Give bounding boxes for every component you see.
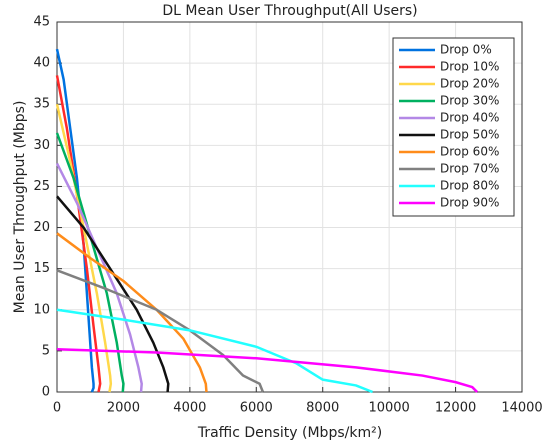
series-line — [56, 232, 208, 393]
series-line — [55, 75, 102, 393]
x-tick-label: 4000 — [173, 401, 206, 416]
series-line — [56, 308, 373, 394]
y-tick-label: 20 — [33, 220, 50, 235]
y-tick-label: 5 — [42, 343, 50, 358]
y-tick-label: 10 — [33, 302, 50, 317]
y-tick-label: 45 — [33, 15, 50, 30]
y-tick-label: 35 — [33, 97, 50, 112]
legend-label: Drop 60% — [440, 145, 499, 159]
legend-label: Drop 10% — [440, 60, 499, 74]
y-tick-label: 0 — [42, 385, 50, 400]
legend-label: Drop 40% — [440, 111, 499, 125]
series-line — [56, 195, 170, 393]
x-tick-label: 6000 — [240, 401, 273, 416]
x-tick-label: 14000 — [501, 401, 542, 416]
legend-label: Drop 20% — [440, 77, 499, 91]
x-tick-label: 0 — [53, 401, 61, 416]
legend: Drop 0% Drop 10% Drop 20% Drop 30% Drop 40% D… — [392, 37, 515, 217]
series-line — [55, 162, 143, 393]
legend-label: Drop 70% — [440, 162, 499, 176]
series-line — [56, 347, 479, 393]
x-tick-label: 12000 — [435, 401, 476, 416]
legend-label: Drop 30% — [440, 94, 499, 108]
y-tick-label: 15 — [33, 261, 50, 276]
x-tick-label: 2000 — [107, 401, 140, 416]
x-tick-label: 10000 — [368, 401, 409, 416]
plot-frame — [56, 21, 523, 393]
series-line — [56, 269, 265, 393]
legend-label: Drop 50% — [440, 128, 499, 142]
y-tick-label: 30 — [33, 138, 50, 153]
legend-label: Drop 90% — [440, 196, 499, 210]
legend-label: Drop 80% — [440, 179, 499, 193]
y-tick-label: 40 — [33, 56, 50, 71]
series-line — [55, 48, 95, 393]
chart-title: DL Mean User Throughput(All Users) — [162, 3, 417, 19]
y-tick-label: 25 — [33, 179, 50, 194]
x-tick-label: 8000 — [306, 401, 339, 416]
x-axis-label: Traffic Density (Mbps/km²) — [197, 425, 382, 441]
y-axis-label: Mean User Throughput (Mbps) — [12, 101, 28, 314]
legend-label: Drop 0% — [440, 43, 492, 57]
